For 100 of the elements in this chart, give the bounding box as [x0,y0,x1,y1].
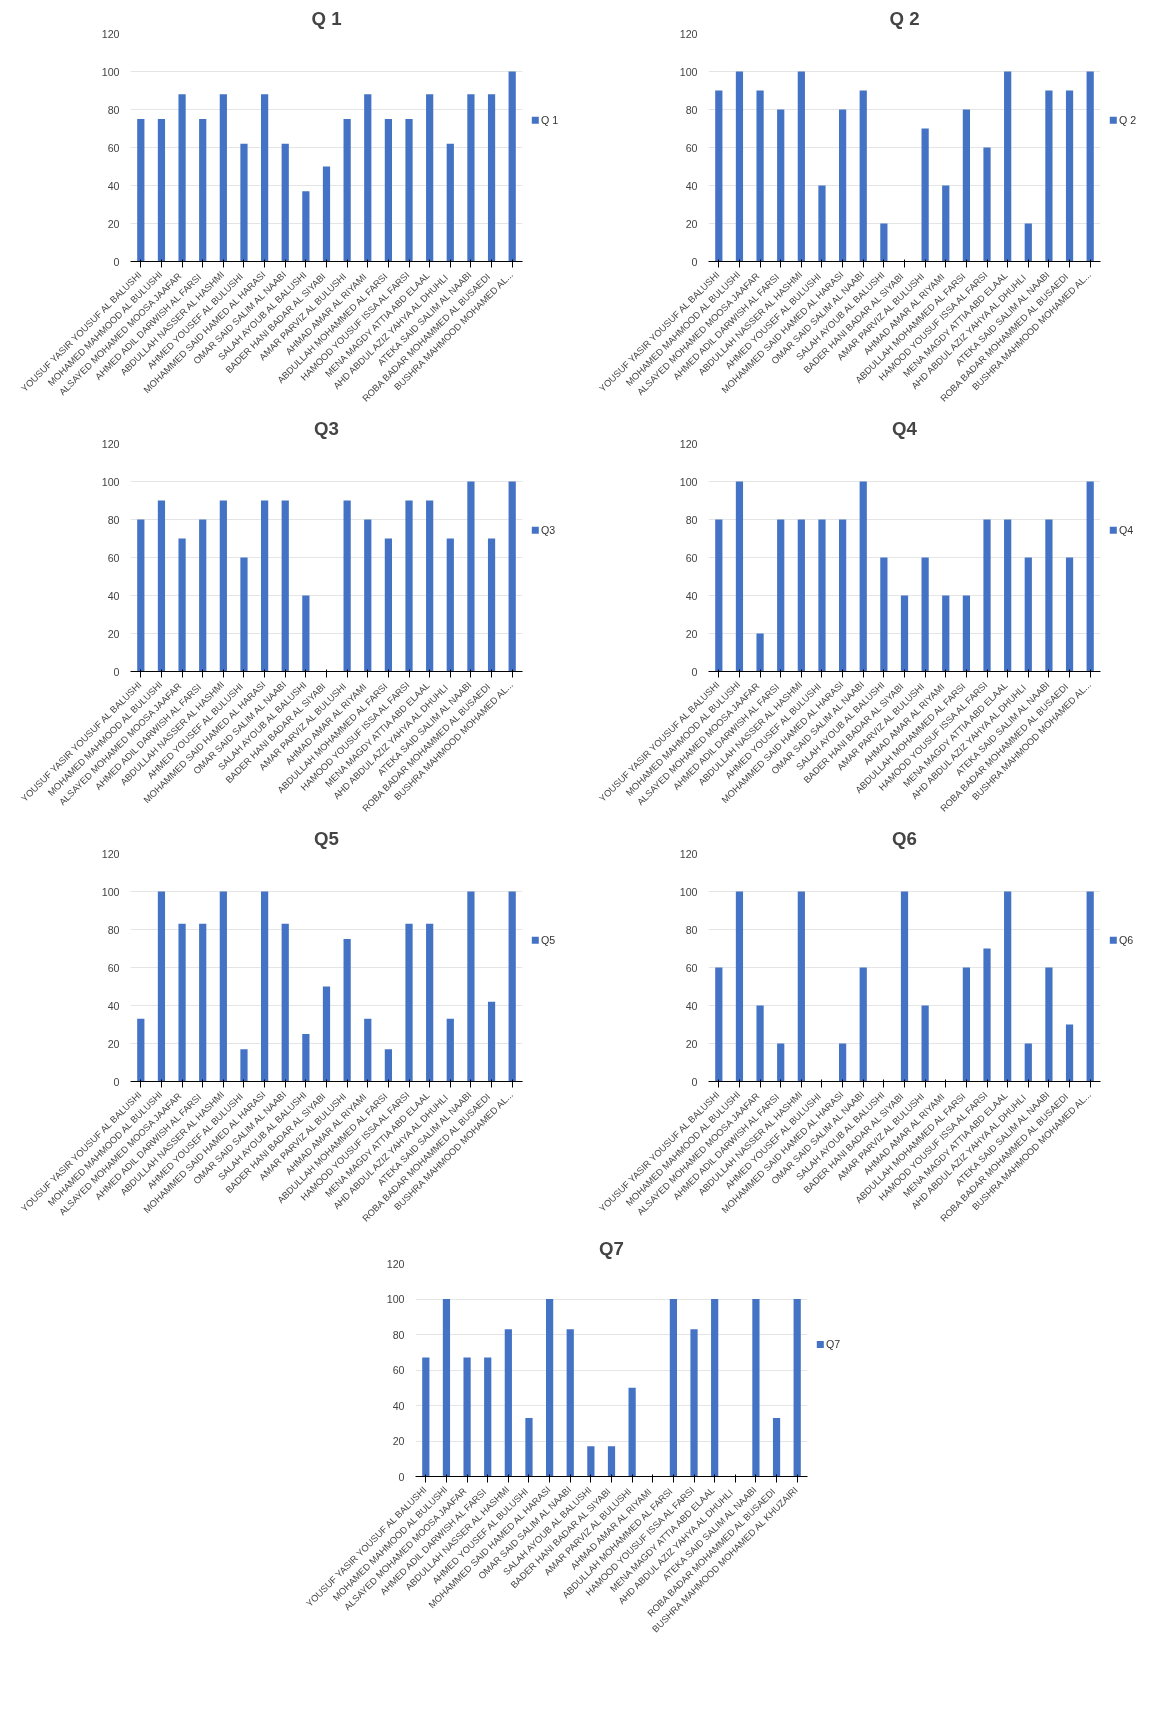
bar [715,90,723,262]
bar [962,967,971,1082]
bar [508,481,516,672]
bar [178,94,186,262]
bar [921,557,929,672]
y-tick-label: 20 [392,1435,405,1447]
y-tick-label: 60 [107,961,120,974]
y-tick-label: 20 [685,1037,698,1050]
bar [628,1387,636,1477]
bar [260,891,269,1082]
bar [467,481,475,672]
bar [735,481,744,672]
y-tick-label: 60 [685,551,698,564]
y-tick-label: 40 [107,589,120,602]
bar [752,1299,760,1477]
y-tick-label: 0 [113,1075,120,1088]
bar [384,1049,393,1082]
legend-label: Q4 [1119,524,1134,537]
bar [777,1043,785,1082]
bar [1065,1024,1074,1082]
bar [1086,891,1094,1082]
bar [442,1299,451,1477]
y-tick-label: 0 [691,1075,698,1088]
bar [566,1329,574,1477]
bar [405,500,413,672]
bar [1004,71,1012,262]
bar [711,1299,719,1477]
bar [900,891,909,1082]
bar [818,185,826,262]
bar [962,595,971,672]
bar [838,109,847,262]
chart-title: Q4 [892,417,918,439]
bar [1024,223,1032,262]
bar [983,519,991,672]
legend-label: Q3 [541,524,556,537]
bar [859,90,867,262]
bar [322,166,331,262]
bar [921,128,929,262]
chart-title: Q7 [599,1237,624,1259]
y-tick-label: 60 [392,1364,405,1376]
bar [364,1018,372,1082]
bar [405,119,413,262]
bar [508,891,516,1082]
bar [1065,557,1074,672]
y-tick-label: 40 [685,589,698,602]
y-tick-label: 120 [679,27,698,40]
bar [281,143,289,262]
y-tick-label: 0 [691,665,698,678]
bar [942,185,950,262]
bar [777,519,785,672]
bar [859,481,867,672]
y-tick-label: 80 [685,513,698,526]
bar [260,500,269,672]
y-tick-label: 100 [679,65,698,78]
bar [137,519,145,672]
y-tick-label: 40 [392,1399,405,1412]
bar [1045,967,1053,1082]
y-tick-label: 40 [685,179,698,192]
bar [756,1005,764,1082]
bar [545,1299,554,1477]
bar [607,1446,616,1477]
chart-title: Q6 [892,827,917,849]
bar [343,939,351,1082]
bar [384,538,393,672]
bar [1024,1043,1032,1082]
y-tick-label: 20 [107,627,120,640]
bar [199,923,207,1082]
bar [426,923,434,1082]
bar [240,143,248,262]
bar [405,923,413,1082]
bar [364,94,372,262]
bar [797,891,805,1082]
bar [793,1299,801,1477]
y-tick-label: 120 [101,437,120,450]
bar [487,94,496,262]
y-tick-label: 0 [113,255,120,268]
bar [487,1001,496,1082]
bar [1086,71,1094,262]
bar [1065,90,1074,262]
bar [446,143,454,262]
bar [983,147,991,262]
y-tick-label: 120 [386,1257,405,1270]
bar [302,595,310,672]
chart-title: Q3 [314,417,339,439]
chart-title: Q5 [314,827,339,849]
legend-label: Q6 [1119,934,1134,947]
bar [157,119,166,262]
bar [838,519,847,672]
y-tick-label: 40 [685,999,698,1012]
y-tick-label: 80 [685,103,698,116]
bar [467,94,475,262]
bar [463,1357,471,1477]
y-tick-label: 0 [113,665,120,678]
y-tick-label: 60 [107,551,120,564]
y-tick-label: 60 [685,961,698,974]
y-tick-label: 120 [101,27,120,40]
bar [281,500,289,672]
y-tick-label: 100 [386,1293,405,1305]
y-tick-label: 0 [398,1470,405,1483]
bar [818,519,826,672]
